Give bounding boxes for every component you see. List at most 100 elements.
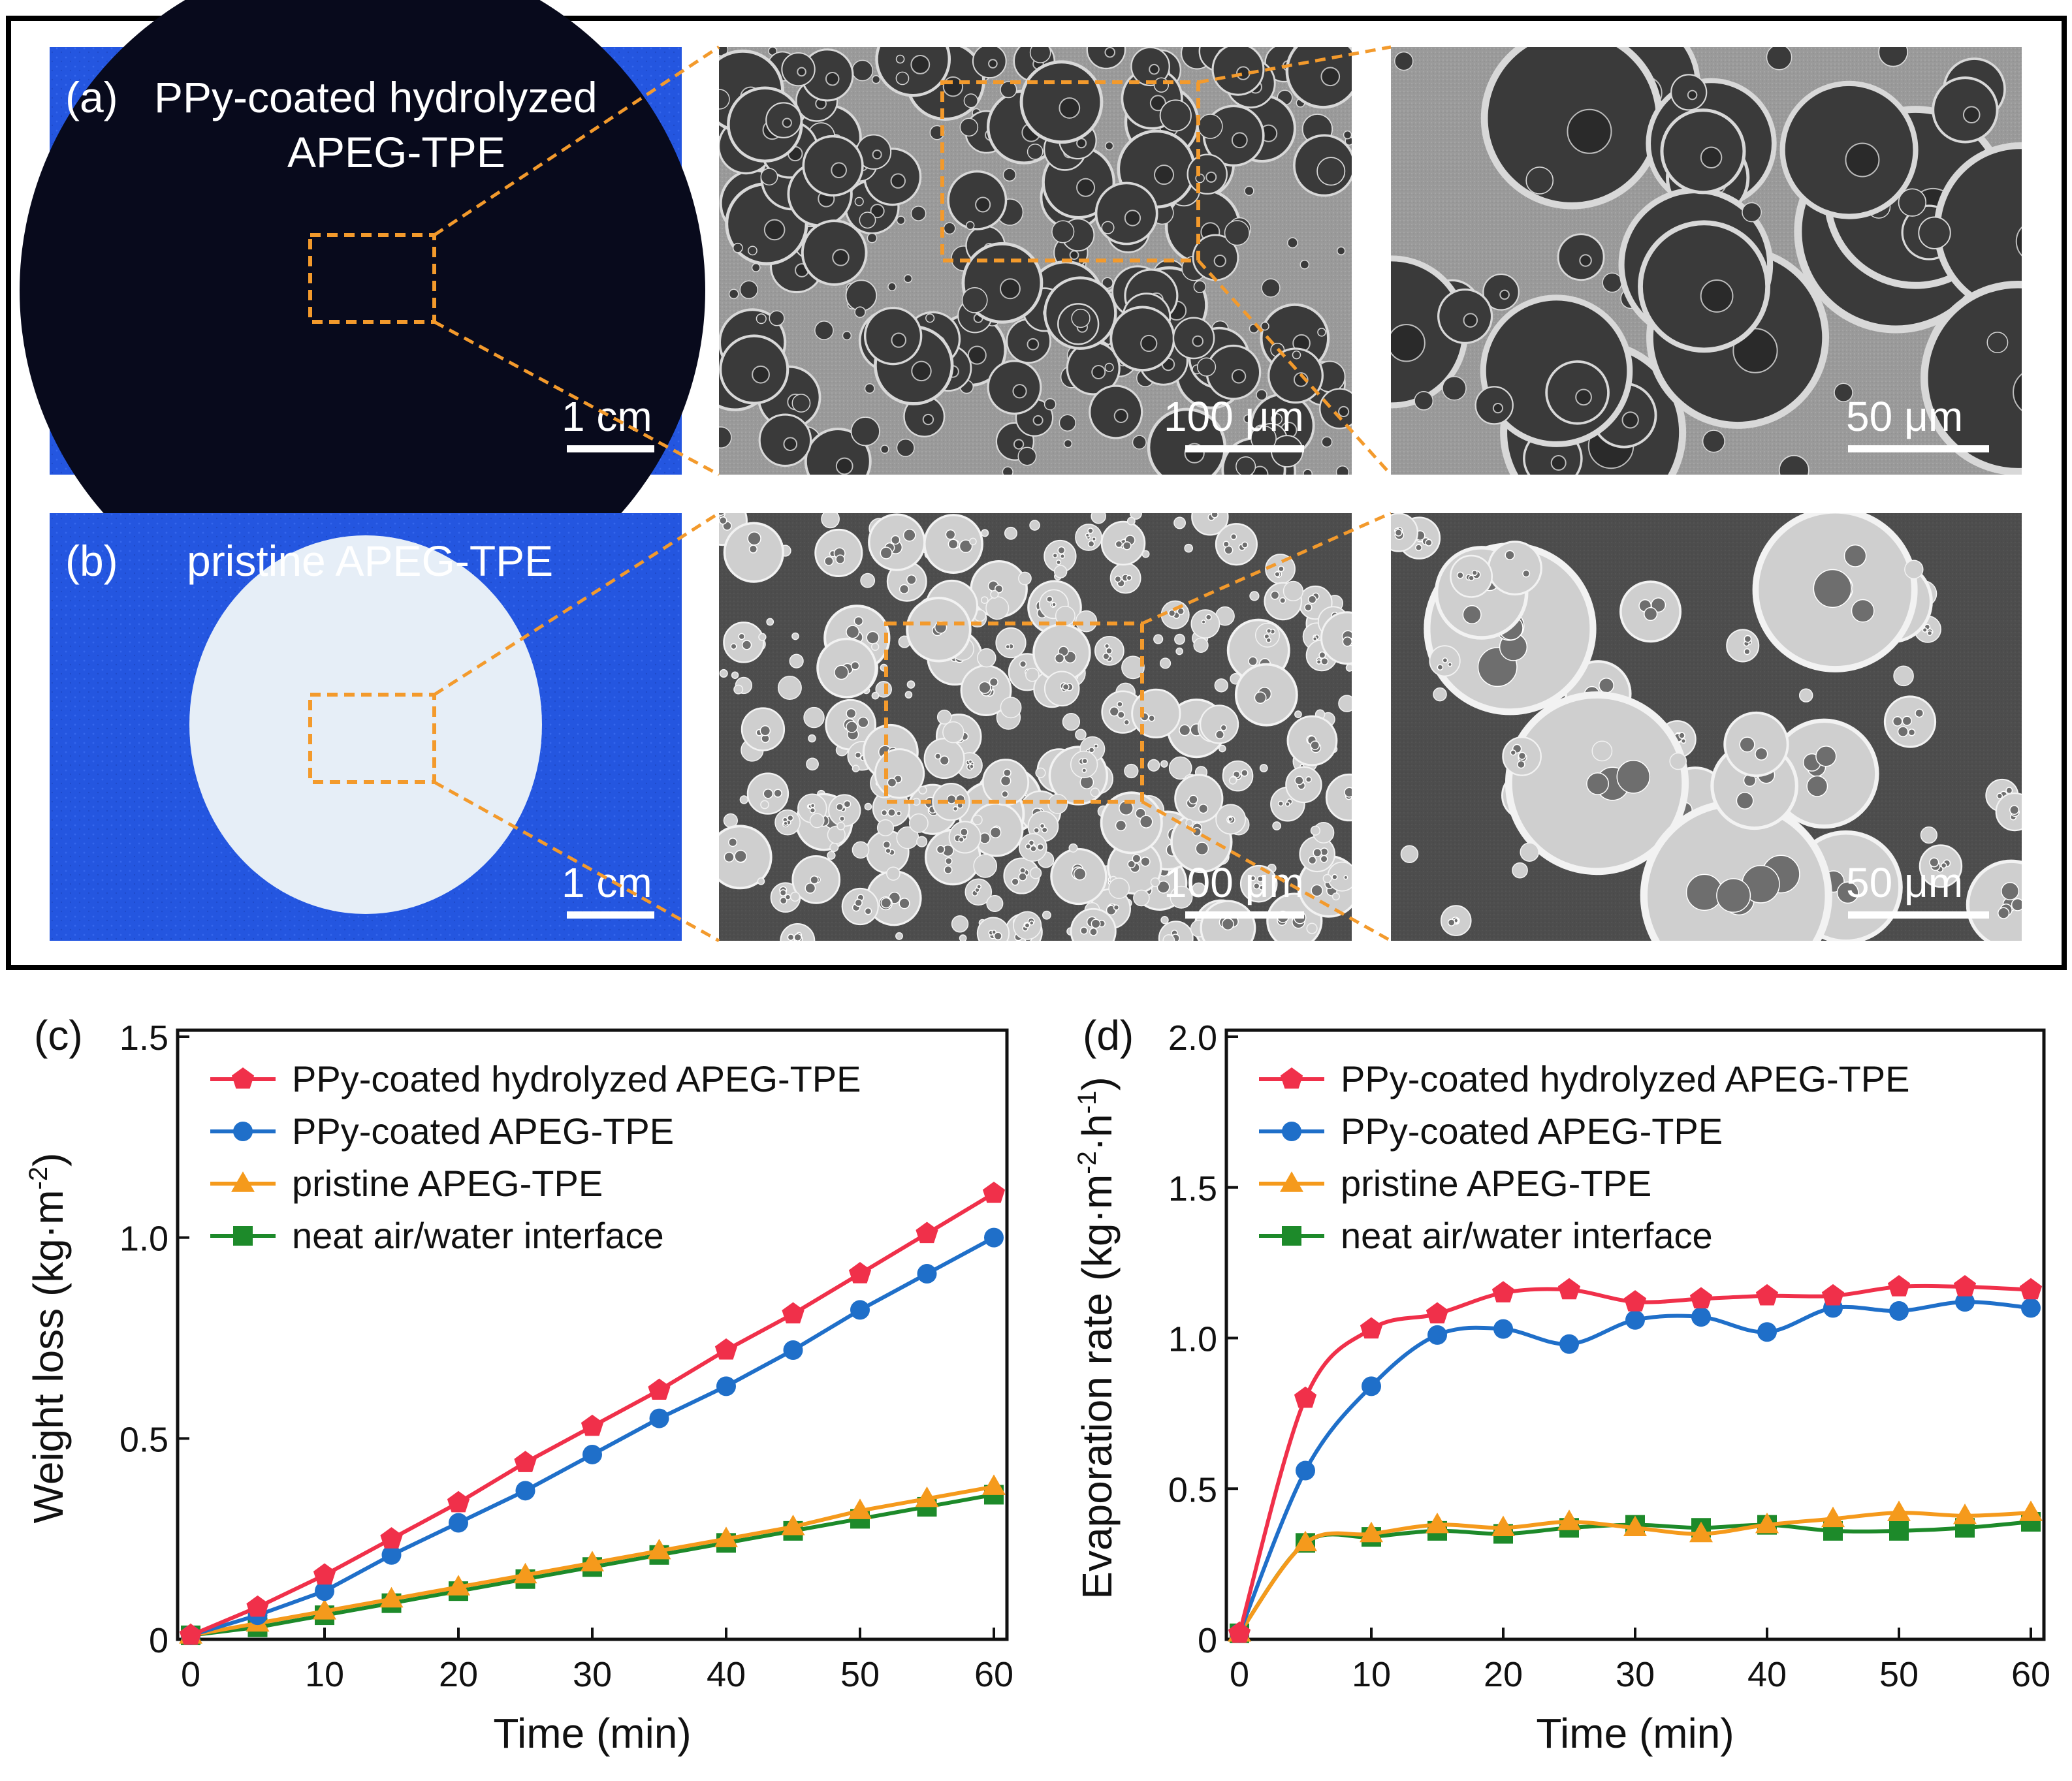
- cell-pore: [1221, 917, 1234, 931]
- cell-pore: [1311, 884, 1324, 897]
- cell: [1173, 516, 1186, 529]
- scale-bar-a1: [567, 445, 654, 452]
- cell-pore: [1091, 537, 1096, 542]
- scale-label-b1: 1 cm: [562, 859, 652, 906]
- cell: [789, 891, 801, 902]
- pore: [1335, 465, 1350, 475]
- pore: [1044, 398, 1057, 411]
- pore: [1394, 51, 1414, 71]
- cell: [1075, 610, 1098, 633]
- cell: [1920, 826, 1937, 844]
- cell: [942, 721, 964, 744]
- scale-label-b3: 50 μm: [1846, 859, 1963, 906]
- cell: [1150, 877, 1160, 887]
- y-axis-title: Weight loss (kg·m-2): [24, 1153, 72, 1524]
- cell-pore: [1205, 614, 1212, 621]
- cell: [1159, 657, 1171, 669]
- data-point: [649, 1408, 669, 1428]
- pore: [769, 310, 785, 326]
- y-tick-label: 1.5: [120, 1018, 168, 1058]
- cell-pore: [902, 528, 916, 542]
- cell-pore: [1522, 569, 1531, 578]
- cell-pore: [864, 907, 872, 915]
- data-point: [1691, 1307, 1711, 1327]
- cell: [821, 513, 840, 529]
- cell-pore: [724, 851, 735, 863]
- cell: [1070, 750, 1098, 779]
- x-tick-label: 0: [181, 1655, 200, 1694]
- pore-inner: [1700, 279, 1734, 313]
- scale-label-a2: 100 μm: [1164, 393, 1304, 440]
- cell: [1000, 697, 1022, 719]
- data-point: [449, 1513, 468, 1533]
- pore-inner: [872, 150, 882, 160]
- cell-pore: [1274, 571, 1281, 578]
- panel-b-label: (b): [65, 537, 118, 585]
- data-point: [447, 1490, 470, 1513]
- pore-inner: [2015, 226, 2022, 257]
- cell-pore: [759, 725, 771, 736]
- pore-inner: [1391, 324, 1426, 362]
- pore-inner: [942, 76, 964, 97]
- data-point: [1491, 1281, 1515, 1302]
- data-point: [1294, 1530, 1317, 1552]
- pore: [854, 197, 864, 206]
- cell: [757, 877, 765, 885]
- cell-pore: [1313, 848, 1322, 857]
- cell-pore: [1250, 875, 1256, 881]
- cell-pore: [1342, 637, 1352, 647]
- cell-pore: [783, 821, 788, 826]
- cell-pore: [1041, 827, 1048, 834]
- legend-label: pristine APEG-TPE: [1341, 1163, 1651, 1204]
- cell-pore: [978, 681, 991, 694]
- pore-inner: [1567, 108, 1612, 154]
- cell: [852, 841, 870, 859]
- cell-pore: [934, 753, 942, 760]
- cell-pore: [968, 759, 973, 764]
- data-point: [1228, 1621, 1251, 1643]
- data-point: [1426, 1302, 1449, 1324]
- cell-pore: [1254, 691, 1267, 704]
- y-axis-title-mid: ·h: [1074, 1114, 1121, 1151]
- legend: PPy-coated hydrolyzed APEG-TPE PPy-coated…: [1259, 1058, 1910, 1256]
- pore-inner: [1320, 67, 1341, 87]
- pore-inner: [1231, 369, 1247, 384]
- x-tick-label: 30: [1616, 1655, 1655, 1694]
- cell-pore: [1039, 823, 1045, 829]
- cell-pore: [1940, 862, 1947, 869]
- cell: [1174, 774, 1224, 823]
- cell: [1325, 773, 1352, 822]
- pore-inner: [1550, 455, 1567, 471]
- cell: [1228, 776, 1237, 785]
- data-point: [1280, 1171, 1303, 1192]
- chart-d: 0 10 20 30 40 50 60 0 0.5 1.0 1.5 2.0 Time (min) Evap…: [1073, 1012, 2050, 1757]
- cell-pore: [1279, 597, 1286, 604]
- cell-pore: [1025, 843, 1032, 850]
- x-tick-label: 20: [439, 1655, 478, 1694]
- pore-inner: [797, 67, 806, 77]
- cell: [760, 800, 769, 810]
- pore: [842, 330, 852, 341]
- data-point: [916, 1221, 938, 1244]
- series-line: [1237, 1300, 2032, 1634]
- data-point: [381, 1545, 402, 1565]
- cell: [1893, 665, 1914, 687]
- data-point: [648, 1378, 671, 1400]
- x-tick-label: 30: [573, 1655, 612, 1694]
- cell-pore: [763, 788, 774, 799]
- cell-pore: [1054, 653, 1065, 663]
- cell: [809, 813, 825, 828]
- pore-inner: [975, 197, 991, 213]
- cell-pore: [1033, 827, 1040, 834]
- pore: [1235, 456, 1256, 475]
- data-point: [1755, 1512, 1779, 1534]
- data-point: [231, 1067, 255, 1089]
- pore: [854, 306, 866, 318]
- pore-inner: [1059, 97, 1081, 119]
- pore: [880, 445, 889, 454]
- cell-pore: [1062, 683, 1070, 691]
- cell: [1520, 842, 1539, 862]
- cell: [1199, 704, 1239, 744]
- cell: [1191, 513, 1229, 536]
- cell: [874, 748, 925, 799]
